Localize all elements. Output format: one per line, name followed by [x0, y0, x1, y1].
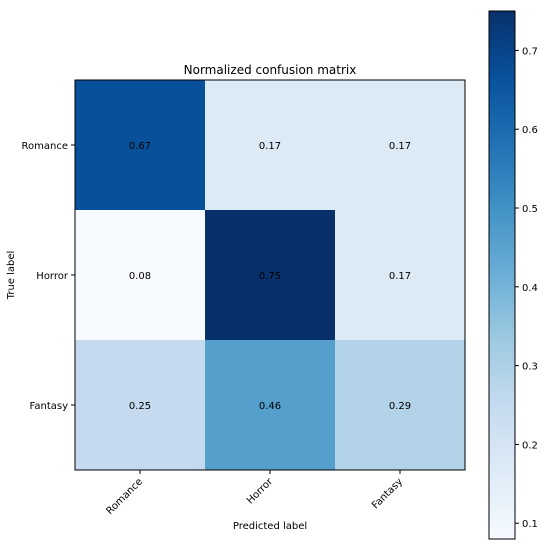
heatmap-cell — [75, 210, 205, 340]
x-tick-label: Romance — [104, 476, 145, 517]
x-axis-label: Predicted label — [233, 521, 307, 532]
cell-value-label: 0.17 — [389, 271, 411, 282]
heatmap-cell — [205, 210, 335, 340]
colorbar-tick-label: 0.3 — [522, 362, 538, 373]
colorbar-tick-label: 0.1 — [522, 519, 538, 530]
y-tick-label: Romance — [22, 141, 68, 152]
cell-value-label: 0.08 — [129, 271, 151, 282]
colorbar-tick-label: 0.4 — [522, 283, 538, 294]
heatmap-cell — [205, 340, 335, 470]
x-tick-label: Horror — [245, 476, 276, 507]
heatmap-cell — [335, 80, 465, 210]
colorbar-tick-label: 0.6 — [522, 125, 538, 136]
y-tick-label: Fantasy — [30, 401, 69, 412]
heatmap-cells — [75, 80, 465, 470]
colorbar-tick-label: 0.2 — [522, 440, 538, 451]
heatmap-cell — [335, 210, 465, 340]
cell-value-label: 0.67 — [129, 141, 151, 152]
cell-value-label: 0.17 — [259, 141, 281, 152]
colorbar-tick-label: 0.7 — [522, 46, 538, 57]
colorbar — [488, 10, 516, 540]
cell-value-label: 0.29 — [389, 401, 411, 412]
x-tick-label: Fantasy — [370, 476, 405, 511]
cell-value-label: 0.25 — [129, 401, 151, 412]
colorbar-tick-label: 0.5 — [522, 204, 538, 215]
chart-title: Normalized confusion matrix — [184, 63, 357, 77]
heatmap-cell-labels: 0.67 0.17 0.17 0.08 0.75 0.17 0.25 0.46 0.29 — [129, 141, 411, 412]
y-axis-label: True label — [6, 251, 17, 301]
colorbar-ticks: 0.1 0.2 0.3 0.4 0.5 0.6 0.7 — [515, 46, 538, 530]
cell-value-label: 0.17 — [389, 141, 411, 152]
cell-value-label: 0.46 — [259, 401, 281, 412]
heatmap-cell — [335, 340, 465, 470]
y-tick-label: Horror — [36, 271, 69, 282]
cell-value-label: 0.75 — [259, 271, 281, 282]
y-axis-ticks: Romance Horror Fantasy — [22, 141, 75, 412]
heatmap-cell — [75, 80, 205, 210]
heatmap-cell — [75, 340, 205, 470]
heatmap-cell — [205, 80, 335, 210]
x-axis-ticks: Romance Horror Fantasy — [104, 470, 405, 517]
